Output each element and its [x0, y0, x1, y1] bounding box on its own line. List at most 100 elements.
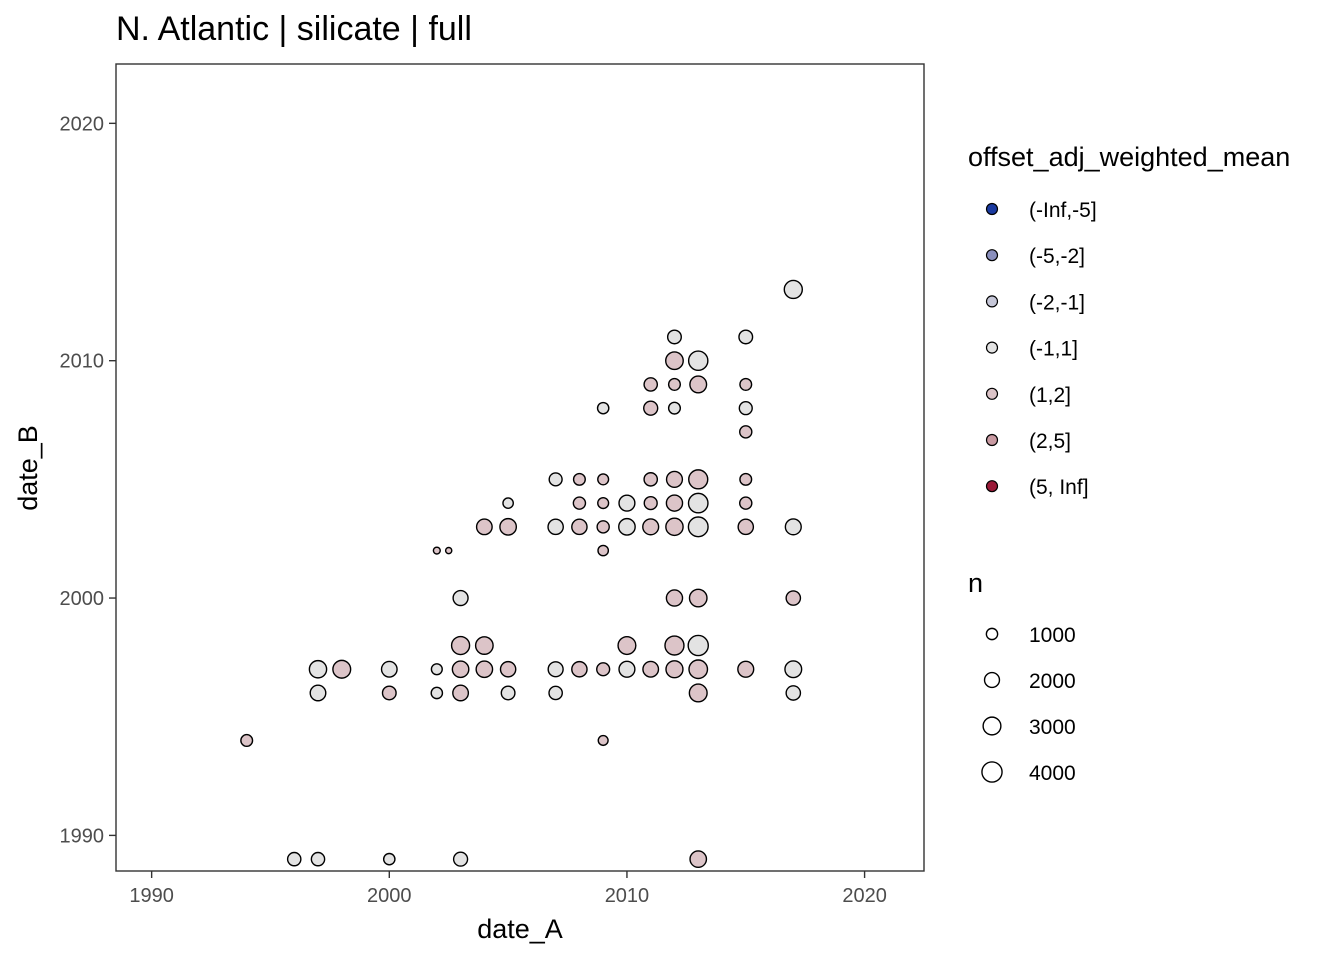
color-legend-label: (2,5] — [1029, 430, 1071, 453]
data-point — [689, 375, 708, 394]
y-tick-label: 2020 — [60, 113, 105, 135]
size-legend-key — [985, 627, 999, 641]
data-point — [381, 685, 397, 701]
data-point — [739, 472, 753, 486]
chart-title: N. Atlantic | silicate | full — [116, 10, 472, 48]
size-legend: n 1000 2000 3000 4000 — [968, 568, 1076, 785]
color-legend-label: (-1,1] — [1029, 338, 1078, 361]
data-point — [240, 733, 254, 748]
data-point — [739, 377, 753, 391]
y-axis: 1990 2000 2010 2020 — [60, 113, 116, 847]
data-point — [572, 496, 587, 510]
data-point — [665, 517, 684, 537]
data-point — [452, 851, 469, 867]
data-point — [452, 684, 470, 702]
data-point — [475, 660, 494, 679]
size-legend-label: 2000 — [1029, 670, 1076, 693]
data-point — [332, 659, 352, 679]
data-point — [689, 850, 708, 869]
data-point — [499, 517, 518, 536]
data-point — [617, 635, 637, 656]
data-point — [737, 660, 755, 678]
data-point — [286, 851, 302, 867]
x-axis: 1990 2000 2010 2020 — [129, 871, 887, 907]
y-tick-label: 2010 — [60, 351, 105, 373]
y-tick-label: 1990 — [60, 825, 105, 847]
x-tick-label: 2010 — [605, 885, 650, 907]
size-legend-label: 4000 — [1029, 762, 1076, 785]
data-point — [643, 377, 659, 392]
color-legend-label: (-2,-1] — [1029, 291, 1085, 314]
data-point — [738, 401, 753, 416]
data-point — [688, 683, 708, 703]
size-legend-title: n — [968, 568, 983, 598]
data-point — [430, 663, 443, 676]
data-point — [452, 589, 469, 607]
data-point — [547, 661, 564, 678]
plot-panel — [115, 63, 925, 872]
size-legend-label: 1000 — [1029, 624, 1076, 647]
data-point — [382, 852, 396, 866]
y-tick-label: 2000 — [60, 588, 105, 610]
data-point — [572, 472, 586, 486]
data-point — [665, 351, 684, 371]
data-point — [739, 496, 753, 510]
data-point — [571, 518, 588, 536]
data-point — [618, 517, 636, 536]
color-legend-key — [985, 295, 999, 308]
data-point — [643, 400, 659, 416]
data-point — [642, 660, 660, 678]
data-point — [643, 472, 659, 487]
data-point — [502, 497, 514, 509]
x-axis-title: date_A — [477, 914, 563, 944]
data-point — [596, 520, 610, 534]
data-point — [785, 590, 802, 606]
data-point — [618, 660, 636, 678]
data-point — [739, 425, 753, 439]
data-point — [784, 518, 802, 536]
data-point — [687, 492, 709, 514]
x-tick-label: 1990 — [129, 885, 174, 907]
data-point — [643, 495, 658, 511]
data-point — [444, 546, 453, 555]
data-point — [784, 660, 803, 679]
color-legend-key — [985, 387, 999, 400]
data-point — [687, 634, 709, 657]
color-legend-key — [985, 341, 999, 354]
data-point — [309, 684, 327, 702]
color-legend-label: (-Inf,-5] — [1029, 199, 1097, 222]
color-legend-label: (-5,-2] — [1029, 245, 1085, 268]
data-point — [475, 518, 493, 536]
data-point — [666, 329, 682, 345]
data-point — [738, 329, 754, 345]
data-point — [687, 516, 709, 538]
data-point — [571, 660, 588, 678]
color-legend-key — [985, 480, 999, 493]
data-point — [785, 685, 802, 701]
color-legend-title: offset_adj_weighted_mean — [968, 142, 1290, 172]
data-point — [597, 544, 610, 557]
data-point — [665, 660, 684, 679]
size-legend-key — [981, 761, 1003, 783]
x-tick-label: 2020 — [842, 885, 887, 907]
data-point — [618, 494, 636, 512]
y-axis-title: date_B — [13, 425, 43, 511]
data-point — [380, 660, 398, 678]
data-point — [688, 588, 708, 608]
data-point — [664, 635, 685, 656]
data-point — [547, 518, 564, 536]
points-layer — [240, 279, 803, 869]
color-legend-key — [985, 249, 999, 262]
data-point — [450, 635, 471, 656]
data-point — [665, 494, 684, 512]
data-point — [597, 496, 610, 510]
data-point — [687, 350, 709, 371]
data-point — [665, 589, 684, 607]
data-point — [430, 686, 444, 700]
color-legend-label: (1,2] — [1029, 384, 1071, 407]
color-legend-key — [985, 202, 999, 216]
size-legend-label: 3000 — [1029, 716, 1076, 739]
data-point — [783, 279, 803, 300]
data-point — [451, 660, 470, 679]
